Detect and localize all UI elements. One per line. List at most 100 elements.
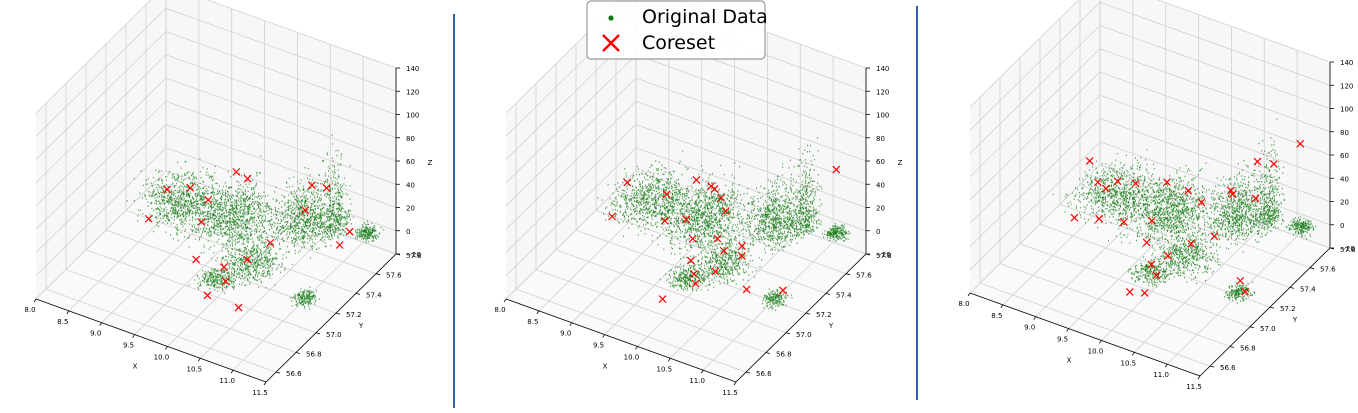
legend-coreset-marker — [602, 34, 620, 52]
z-tick-label: 140 — [876, 65, 889, 73]
coreset-point — [1269, 160, 1278, 168]
coreset-point — [737, 252, 746, 260]
coreset-point — [691, 279, 700, 288]
y-tick-label: 57.2 — [816, 311, 832, 319]
coreset-point — [1226, 186, 1235, 195]
coreset-point — [234, 303, 243, 312]
y-tick-label: 57.0 — [326, 331, 342, 339]
z-tick-label: 80 — [876, 135, 885, 143]
coreset-point — [1210, 232, 1219, 241]
pane-back — [636, 0, 866, 254]
x-tick-label: 8.0 — [494, 306, 505, 314]
coreset-point — [1070, 213, 1079, 222]
y-tick-label: 57.4 — [366, 291, 382, 299]
x-tick-label: 8.5 — [57, 318, 68, 326]
coreset-point — [742, 285, 751, 294]
coreset-point — [686, 256, 695, 265]
coreset-point — [682, 215, 691, 224]
coreset-point — [1152, 271, 1161, 280]
y-tick-label: 57.6 — [386, 272, 402, 280]
z-tick-label: 80 — [406, 135, 415, 143]
coreset-point — [707, 182, 716, 191]
coreset-point — [608, 212, 617, 221]
coreset-point — [322, 184, 331, 192]
z-tick-label: 40 — [876, 181, 885, 189]
z-tick-label: 0 — [1340, 222, 1344, 230]
coreset-point — [1296, 139, 1305, 148]
y-tick-label: 57.8 — [406, 252, 422, 260]
legend-coreset-label: Coreset — [642, 32, 715, 54]
z-tick-label: 120 — [1340, 82, 1353, 90]
y-tick-label: 57.2 — [346, 311, 362, 319]
tick-labels: 8.0 8.5 9.0 9.5 10.0 10.5 11.0 11.5 56.6 56.8 57.0… — [958, 59, 1355, 391]
coreset-point — [192, 255, 201, 264]
coreset-point — [778, 286, 787, 295]
z-tick-label: 0 — [876, 228, 880, 236]
x-tick-label: 10.5 — [656, 365, 672, 373]
x-tick-label: 11.5 — [252, 389, 268, 397]
z-tick-label: 120 — [406, 88, 419, 96]
coreset-point — [1119, 218, 1128, 226]
panes — [36, 0, 396, 382]
y-tick-label: 57.6 — [1320, 266, 1336, 274]
x-tick-label: 9.0 — [90, 330, 101, 338]
x-tick-label: 9.0 — [560, 330, 571, 338]
y-tick-label: 57.2 — [1280, 305, 1296, 313]
y-tick-label: 56.6 — [1220, 364, 1236, 372]
coreset-point — [221, 277, 230, 286]
x-tick-label: 8.5 — [527, 318, 538, 326]
y-tick-label: 57.4 — [836, 291, 852, 299]
coreset-point — [345, 227, 354, 236]
z-tick-label: 140 — [1340, 59, 1353, 67]
x-tick-label: 11.0 — [1153, 371, 1169, 379]
plot-panel-3: 8.0 8.5 9.0 9.5 10.0 10.5 11.0 11.5 56.6 56.8 57.0… — [958, 0, 1356, 391]
coreset-point — [1241, 287, 1250, 296]
x-tick-label: 11.0 — [219, 377, 235, 385]
x-tick-label: 11.0 — [689, 377, 705, 385]
coreset-point — [1228, 190, 1237, 199]
coreset-point — [688, 234, 697, 243]
z-tick-label: 60 — [1340, 152, 1349, 160]
coreset-point — [163, 185, 172, 194]
coreset-point — [1164, 251, 1172, 260]
coreset-point — [738, 242, 746, 250]
coreset-point — [1253, 157, 1262, 166]
coreset-point — [692, 176, 701, 184]
x-tick-label: 11.5 — [1186, 383, 1202, 391]
z-tick-label: 60 — [876, 158, 885, 166]
z-axis-label: Z — [428, 159, 433, 167]
y-axis-label: Y — [828, 322, 834, 330]
y-tick-label: 57.8 — [1340, 246, 1356, 254]
coreset-point — [243, 174, 252, 183]
coreset-point — [203, 291, 212, 300]
y-axis-label: Y — [358, 322, 364, 330]
coreset-point — [1085, 157, 1094, 165]
coreset-point — [335, 241, 344, 249]
z-tick-label: 80 — [1340, 129, 1349, 137]
coreset-point — [1093, 178, 1102, 187]
z-tick-label: 60 — [406, 158, 415, 166]
x-tick-label: 10.5 — [186, 365, 202, 373]
z-tick-label: 100 — [406, 112, 419, 120]
z-tick-label: 0 — [406, 228, 410, 236]
coreset-point — [832, 165, 841, 174]
y-tick-label: 57.0 — [1260, 325, 1276, 333]
x-axis-label: X — [133, 363, 138, 371]
x-tick-label: 10.5 — [1120, 359, 1136, 367]
y-tick-label: 56.8 — [1240, 344, 1256, 352]
z-tick-label: −20 — [1340, 245, 1355, 253]
coreset-point — [662, 190, 671, 199]
y-tick-label: 57.8 — [876, 252, 892, 260]
coreset-point — [197, 218, 206, 226]
z-tick-label: 100 — [876, 112, 889, 120]
coreset-point — [721, 207, 730, 215]
coreset-series — [1070, 139, 1305, 297]
x-tick-label: 9.5 — [593, 342, 604, 350]
coreset-point — [1140, 289, 1149, 297]
coreset-point — [1095, 214, 1104, 223]
pane-left — [506, 0, 636, 299]
legend-original-marker — [608, 15, 614, 21]
coreset-point — [658, 295, 667, 304]
y-tick-label: 56.6 — [756, 370, 772, 378]
legend: Original Data Coreset — [586, 0, 768, 60]
